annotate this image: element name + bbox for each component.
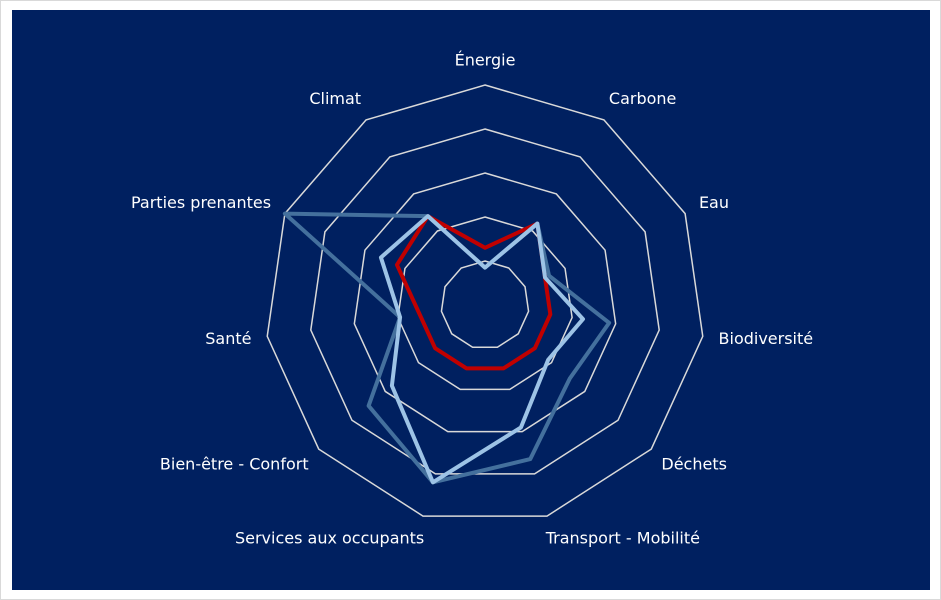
- series-line: [378, 214, 585, 485]
- category-label: Eau: [699, 193, 729, 212]
- category-label: Biodiversité: [719, 329, 814, 348]
- category-label: Parties prenantes: [131, 193, 271, 212]
- category-label: Climat: [309, 89, 361, 108]
- series-line: [282, 211, 612, 485]
- grid-ring: [353, 172, 617, 433]
- category-label: Services aux occupants: [235, 529, 424, 548]
- category-label: Transport - Mobilité: [545, 529, 700, 548]
- grid-ring: [440, 260, 530, 348]
- category-label: Bien-être - Confort: [160, 454, 309, 473]
- category-label: Déchets: [661, 454, 727, 473]
- category-label: Carbone: [609, 89, 676, 108]
- plot-background: [12, 10, 930, 590]
- category-label: Énergie: [455, 51, 516, 70]
- category-label: Santé: [205, 329, 251, 348]
- grid-ring: [310, 128, 660, 475]
- grid-ring: [266, 84, 704, 517]
- grid-ring: [397, 216, 573, 391]
